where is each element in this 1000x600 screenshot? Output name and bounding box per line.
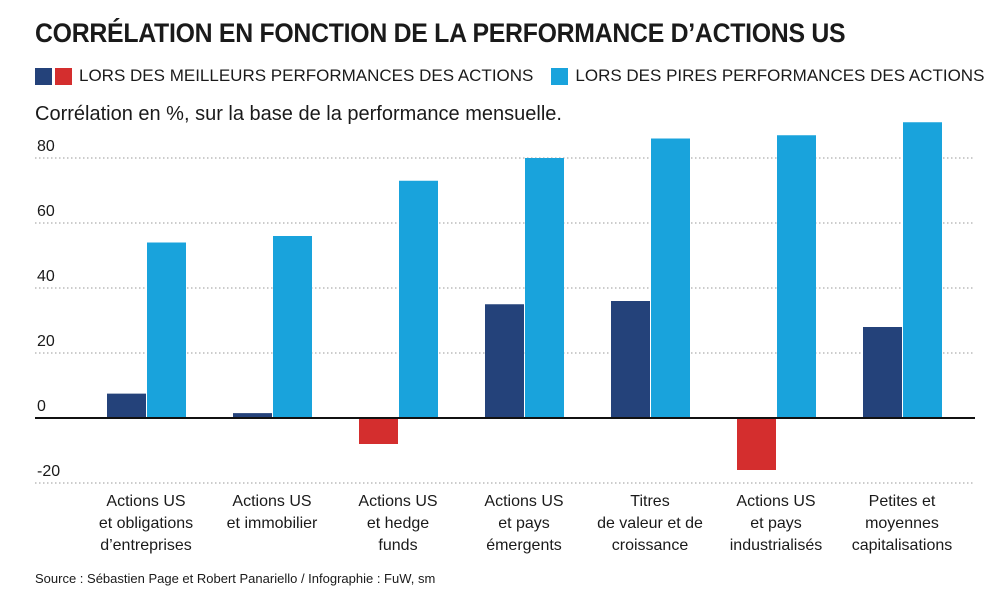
y-tick-label: 60	[37, 203, 55, 220]
y-tick-label: 40	[37, 268, 55, 285]
category-label: Petites et moyennes capitalisations	[852, 493, 953, 554]
bar-worst	[147, 242, 186, 418]
y-tick-label: 0	[37, 398, 46, 415]
bar-worst	[903, 122, 942, 418]
source-note: Source : Sébastien Page et Robert Panari…	[35, 571, 436, 586]
legend-label-worst: LORS DES PIRES PERFORMANCES DES ACTIONS	[575, 66, 985, 85]
category-label: Actions US et pays industrialisés	[730, 493, 822, 554]
legend-label-best: LORS DES MEILLEURS PERFORMANCES DES ACTI…	[79, 66, 534, 85]
bar-best	[611, 301, 650, 418]
bar-worst	[399, 180, 438, 418]
category-label: Titres de valeur et de croissance	[597, 493, 703, 554]
bar-best	[737, 418, 776, 470]
chart-title: CORRÉLATION EN FONCTION DE LA PERFORMANC…	[35, 18, 846, 48]
category-label: Actions US et hedge funds	[358, 493, 437, 554]
chart-subtitle: Corrélation en %, sur la base de la perf…	[35, 103, 562, 125]
bar-best	[863, 327, 902, 418]
y-tick-label: -20	[37, 463, 60, 480]
category-label: Actions US et obligations d’entreprises	[99, 493, 193, 554]
legend: LORS DES MEILLEURS PERFORMANCES DES ACTI…	[35, 66, 1000, 86]
bar-best	[233, 413, 272, 418]
legend-swatch-best-negative	[55, 67, 72, 85]
bar-worst	[273, 236, 312, 418]
y-tick-label: 20	[37, 333, 55, 350]
category-label: Actions US et immobilier	[227, 493, 318, 532]
category-label: Actions US et pays émergents	[484, 493, 563, 554]
bar-best	[485, 304, 524, 418]
bar-best	[359, 418, 398, 444]
legend-swatch-worst	[551, 67, 569, 85]
legend-swatch-best-positive	[35, 67, 52, 85]
bar-best	[107, 393, 146, 418]
bar-worst	[777, 135, 816, 418]
bar-worst	[525, 158, 564, 418]
y-tick-label: 80	[37, 138, 55, 155]
bar-worst	[651, 138, 690, 418]
